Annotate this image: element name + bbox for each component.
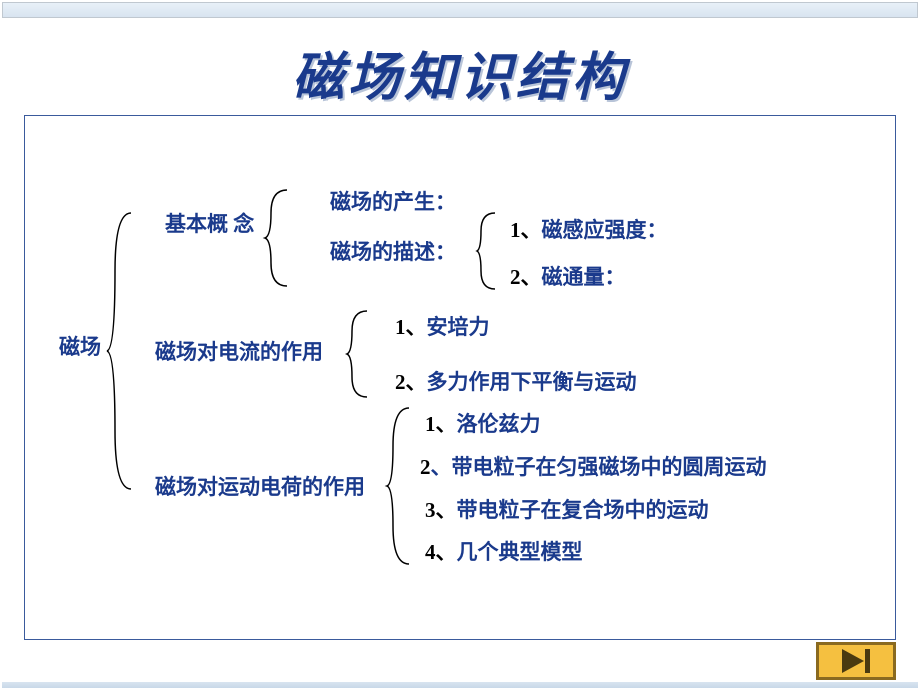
top-bar [2,2,918,18]
node-lorentz-label: 洛伦兹力 [457,412,541,436]
node-flux-label: 磁通量： [542,265,626,289]
brace-root [107,211,137,491]
play-bar-icon [865,649,870,673]
play-icon [842,649,864,673]
branch-basic: 基本概 念 [165,211,255,238]
brace-basic [265,188,293,288]
node-circular: 2、带电粒子在匀强磁场中的圆周运动 [420,451,767,481]
branch-current: 磁场对电流的作用 [155,336,323,366]
bottom-bar [2,682,918,688]
node-ampere-label: 安培力 [427,315,490,339]
node-b-intensity: 1、磁感应强度： [510,214,668,244]
node-models-label: 几个典型模型 [457,540,583,564]
content-frame: 磁场 基本概 念 磁场的产生： 磁场的描述： 1、磁感应强度： 2、磁通量： 磁… [24,115,896,640]
node-lorentz: 1、洛伦兹力 [425,408,541,438]
node-models: 4、几个典型模型 [425,536,583,566]
node-multiforce-label: 多力作用下平衡与运动 [427,370,637,394]
root-node: 磁场 [59,331,101,361]
next-button[interactable] [816,642,896,680]
node-flux: 2、磁通量： [510,261,626,291]
node-description: 磁场的描述： [330,236,456,266]
node-generation: 磁场的产生： [330,186,456,216]
branch-charge: 磁场对运动电荷的作用 [155,471,365,501]
branch-basic-label: 基本概 念 [165,212,254,236]
brace-description [477,211,501,291]
node-composite: 3、带电粒子在复合场中的运动 [425,494,709,524]
node-composite-label: 带电粒子在复合场中的运动 [457,498,709,522]
node-multiforce: 2、多力作用下平衡与运动 [395,366,637,396]
brace-charge [387,406,415,566]
brace-current [347,309,373,399]
node-b-intensity-label: 磁感应强度： [542,218,668,242]
node-circular-label: 带电粒子在匀强磁场中的圆周运动 [452,455,767,479]
node-ampere: 1、安培力 [395,311,490,341]
page-title: 磁场知识结构 [0,35,920,110]
